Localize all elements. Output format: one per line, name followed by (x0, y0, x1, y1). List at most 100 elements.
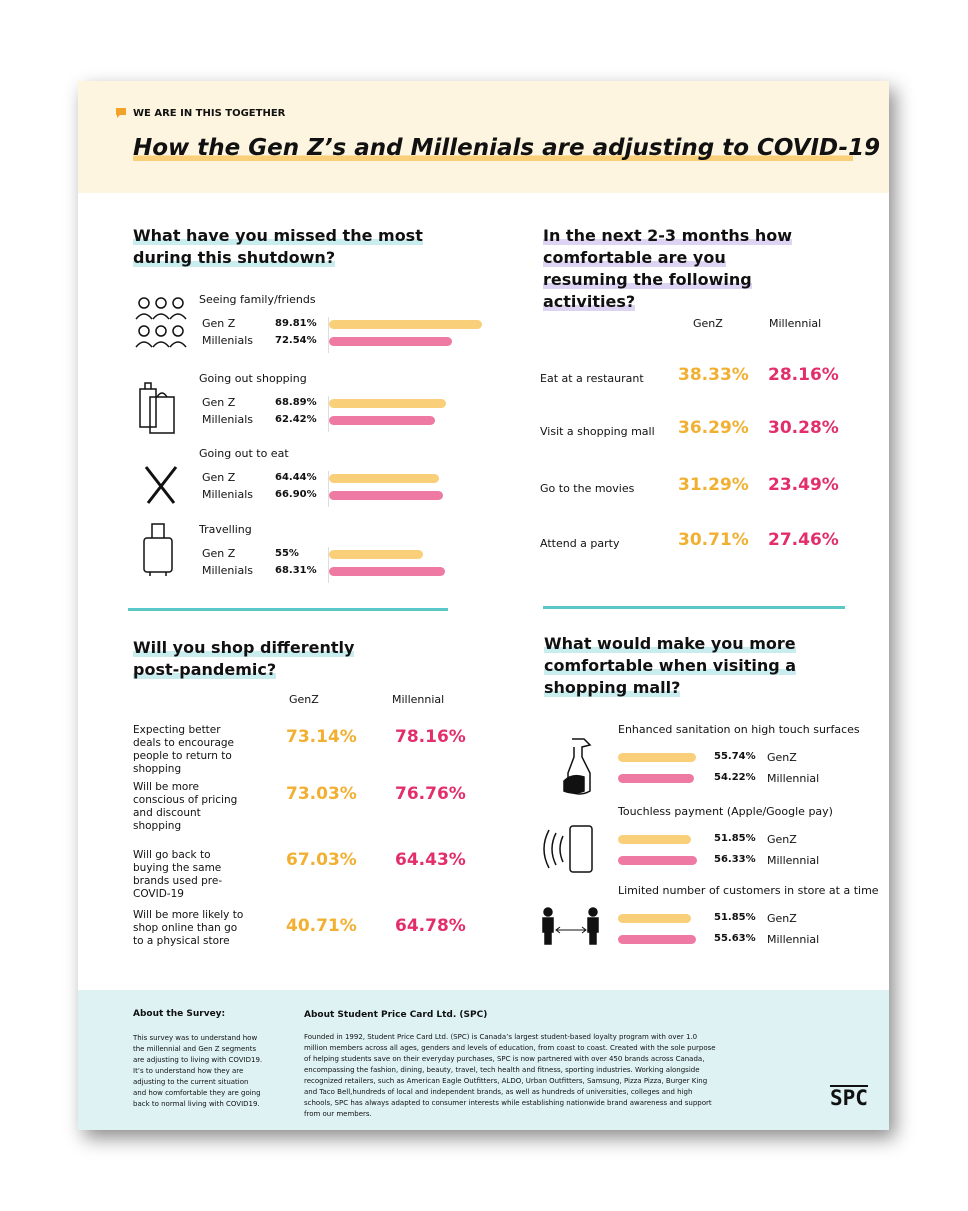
bar (329, 399, 447, 408)
column-header: Millennial (769, 317, 822, 330)
statement: Will be more conscious of pricing and di… (133, 781, 238, 832)
bags-icon (139, 382, 175, 434)
activity: Go to the movies (540, 482, 635, 495)
row-name: Gen Z (202, 471, 236, 484)
column-header: Millennial (392, 693, 445, 706)
card: WE ARE IN THIS TOGETHER How the Gen Z’s … (78, 81, 889, 1130)
spray-icon (563, 738, 592, 795)
cutlery-icon (144, 466, 178, 504)
row-name: Millennial (767, 772, 820, 785)
footer-band (78, 990, 889, 1130)
value: 78.16% (395, 727, 466, 747)
header-title: How the Gen Z’s and Millenials are adjus… (133, 135, 881, 161)
value: 30.28% (768, 418, 839, 438)
value-label: 51.85% (714, 833, 756, 844)
section-title: Will you shop differently post-pandemic? (133, 637, 363, 681)
row-name: Millenials (202, 334, 253, 347)
survey-title: About the Survey: (133, 1009, 226, 1019)
value: 31.29% (678, 475, 749, 495)
item-label: Going out to eat (199, 447, 289, 460)
value-label: 72.54% (275, 335, 317, 346)
title-text: What would make you more comfortable whe… (544, 634, 797, 697)
axis-line (328, 471, 329, 507)
value: 27.46% (768, 530, 839, 550)
row-name: Gen Z (202, 396, 236, 409)
value-label: 55% (275, 548, 299, 559)
value: 36.29% (678, 418, 749, 438)
divider (128, 608, 448, 611)
spc-title: About Student Price Card Ltd. (SPC) (304, 1010, 488, 1020)
item-label: Going out shopping (199, 372, 307, 385)
bar (329, 320, 482, 329)
row-name: GenZ (767, 751, 797, 764)
bar (618, 753, 697, 762)
bar (618, 774, 694, 783)
row-name: Gen Z (202, 547, 236, 560)
value: 40.71% (286, 916, 357, 936)
row-name: Millennial (767, 933, 820, 946)
item-label: Touchless payment (Apple/Google pay) (618, 805, 833, 818)
section-title: What would make you more comfortable whe… (544, 633, 804, 699)
phone-icon (543, 825, 593, 873)
value-label: 62.42% (275, 414, 317, 425)
value-label: 68.31% (275, 565, 317, 576)
statement: Will be more likely to shop online than … (133, 909, 244, 947)
title-text: What have you missed the most during thi… (133, 226, 423, 267)
value-label: 54.22% (714, 772, 756, 783)
item-label: Enhanced sanitation on high touch surfac… (618, 723, 860, 736)
row-name: Millenials (202, 488, 253, 501)
title-text: In the next 2-3 months how comfortable a… (543, 226, 792, 311)
value: 76.76% (395, 784, 466, 804)
activity: Visit a shopping mall (540, 425, 655, 438)
bar (618, 914, 691, 923)
value-label: 66.90% (275, 489, 317, 500)
spc-text: Founded in 1992, Student Price Card Ltd.… (304, 1033, 716, 1118)
value: 23.49% (768, 475, 839, 495)
people-icon (135, 297, 187, 348)
value: 28.16% (768, 365, 839, 385)
bar (329, 337, 453, 346)
title-text: Will you shop differently post-pandemic? (133, 638, 355, 679)
bar (618, 835, 691, 844)
bar (329, 416, 436, 425)
value: 64.78% (395, 916, 466, 936)
bar (329, 567, 446, 576)
bar (618, 856, 697, 865)
bar (329, 474, 439, 483)
bar (618, 935, 696, 944)
value-label: 55.63% (714, 933, 756, 944)
row-name: Millennial (767, 854, 820, 867)
value: 73.03% (286, 784, 357, 804)
suitcase-icon (143, 523, 173, 576)
statement: Will go back to buying the same brands u… (133, 849, 223, 900)
header-tag: WE ARE IN THIS TOGETHER (133, 108, 286, 119)
value: 38.33% (678, 365, 749, 385)
value: 73.14% (286, 727, 357, 747)
row-name: Millenials (202, 413, 253, 426)
item-label: Travelling (199, 523, 252, 536)
column-header: GenZ (289, 693, 319, 706)
axis-line (328, 547, 329, 583)
value: 30.71% (678, 530, 749, 550)
bar (329, 550, 423, 559)
row-name: Millenials (202, 564, 253, 577)
row-name: GenZ (767, 912, 797, 925)
axis-line (328, 396, 329, 432)
value-label: 68.89% (275, 397, 317, 408)
value-label: 51.85% (714, 912, 756, 923)
divider (543, 606, 845, 609)
row-name: Gen Z (202, 317, 236, 330)
value-label: 56.33% (714, 854, 756, 865)
column-header: GenZ (693, 317, 723, 330)
section-title: In the next 2-3 months how comfortable a… (543, 225, 813, 313)
value: 67.03% (286, 850, 357, 870)
row-name: GenZ (767, 833, 797, 846)
statement: Expecting better deals to encourage peop… (133, 724, 235, 775)
survey-text: This survey was to understand how the mi… (133, 1034, 263, 1108)
value: 64.43% (395, 850, 466, 870)
value-label: 64.44% (275, 472, 317, 483)
value-label: 55.74% (714, 751, 756, 762)
value-label: 89.81% (275, 318, 317, 329)
item-label: Seeing family/friends (199, 293, 316, 306)
